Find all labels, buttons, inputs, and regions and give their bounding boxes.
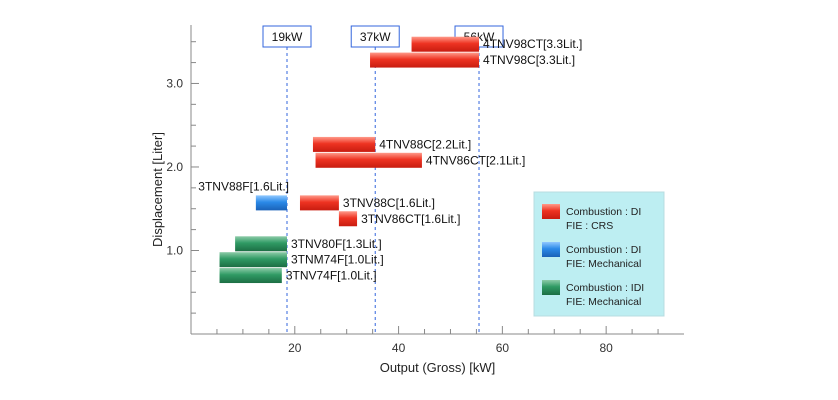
legend-swatch xyxy=(542,204,560,219)
reference-label: 37kW xyxy=(360,30,391,44)
range-bar xyxy=(219,268,282,284)
y-tick-label: 1.0 xyxy=(166,243,183,257)
legend-line2: FIE: Mechanical xyxy=(566,296,641,308)
plot-area: 204060801.02.03.019kW37kW56kW4TNV98CT[3.… xyxy=(166,25,684,355)
y-tick-label: 2.0 xyxy=(166,160,183,174)
bar-label: 3TNV88F[1.6Lit.] xyxy=(198,179,289,193)
reference-label-box xyxy=(262,25,312,48)
range-bar xyxy=(338,211,358,227)
bar-label: 4TNV98C[3.3Lit.] xyxy=(483,53,575,67)
bar-label: 3TNM74F[1.0Lit.] xyxy=(291,253,384,267)
range-bar xyxy=(219,252,288,268)
y-tick-label: 3.0 xyxy=(166,76,183,90)
legend-line1: Combustion : IDI xyxy=(566,282,644,294)
range-bar xyxy=(370,52,480,68)
y-axis-label: Displacement [Liter] xyxy=(150,132,165,247)
legend-line1: Combustion : DI xyxy=(566,206,641,218)
x-tick-label: 40 xyxy=(392,341,406,355)
bar-label: 3TNV74F[1.0Lit.] xyxy=(286,269,377,283)
bar-label: 4TNV88C[2.2Lit.] xyxy=(379,137,471,151)
range-bar xyxy=(312,136,376,152)
legend-line1: Combustion : DI xyxy=(566,244,641,256)
x-tick-label: 20 xyxy=(288,341,302,355)
range-bar xyxy=(411,36,480,52)
x-tick-label: 60 xyxy=(496,341,510,355)
legend: Combustion : DI FIE : CRS Combustion : DI F… xyxy=(533,191,665,317)
bar-label: 3TNV88C[1.6Lit.] xyxy=(343,196,435,210)
x-tick-label: 80 xyxy=(599,341,613,355)
range-bar xyxy=(315,152,422,168)
bar-label: 3TNV80F[1.3Lit.] xyxy=(291,237,382,251)
reference-label: 19kW xyxy=(272,30,303,44)
range-bar xyxy=(255,195,288,211)
reference-label-box xyxy=(350,25,400,48)
legend-swatch xyxy=(542,280,560,295)
bar-label: 4TNV98CT[3.3Lit.] xyxy=(483,37,582,51)
range-bar xyxy=(235,236,288,252)
range-bar xyxy=(299,195,339,211)
legend-line2: FIE : CRS xyxy=(566,220,613,232)
x-axis-label: Output (Gross) [kW] xyxy=(380,360,496,375)
bar-label: 3TNV86CT[1.6Lit.] xyxy=(361,212,460,226)
legend-line2: FIE: Mechanical xyxy=(566,258,641,270)
legend-swatch xyxy=(542,242,560,257)
bar-label: 4TNV86CT[2.1Lit.] xyxy=(426,153,525,167)
